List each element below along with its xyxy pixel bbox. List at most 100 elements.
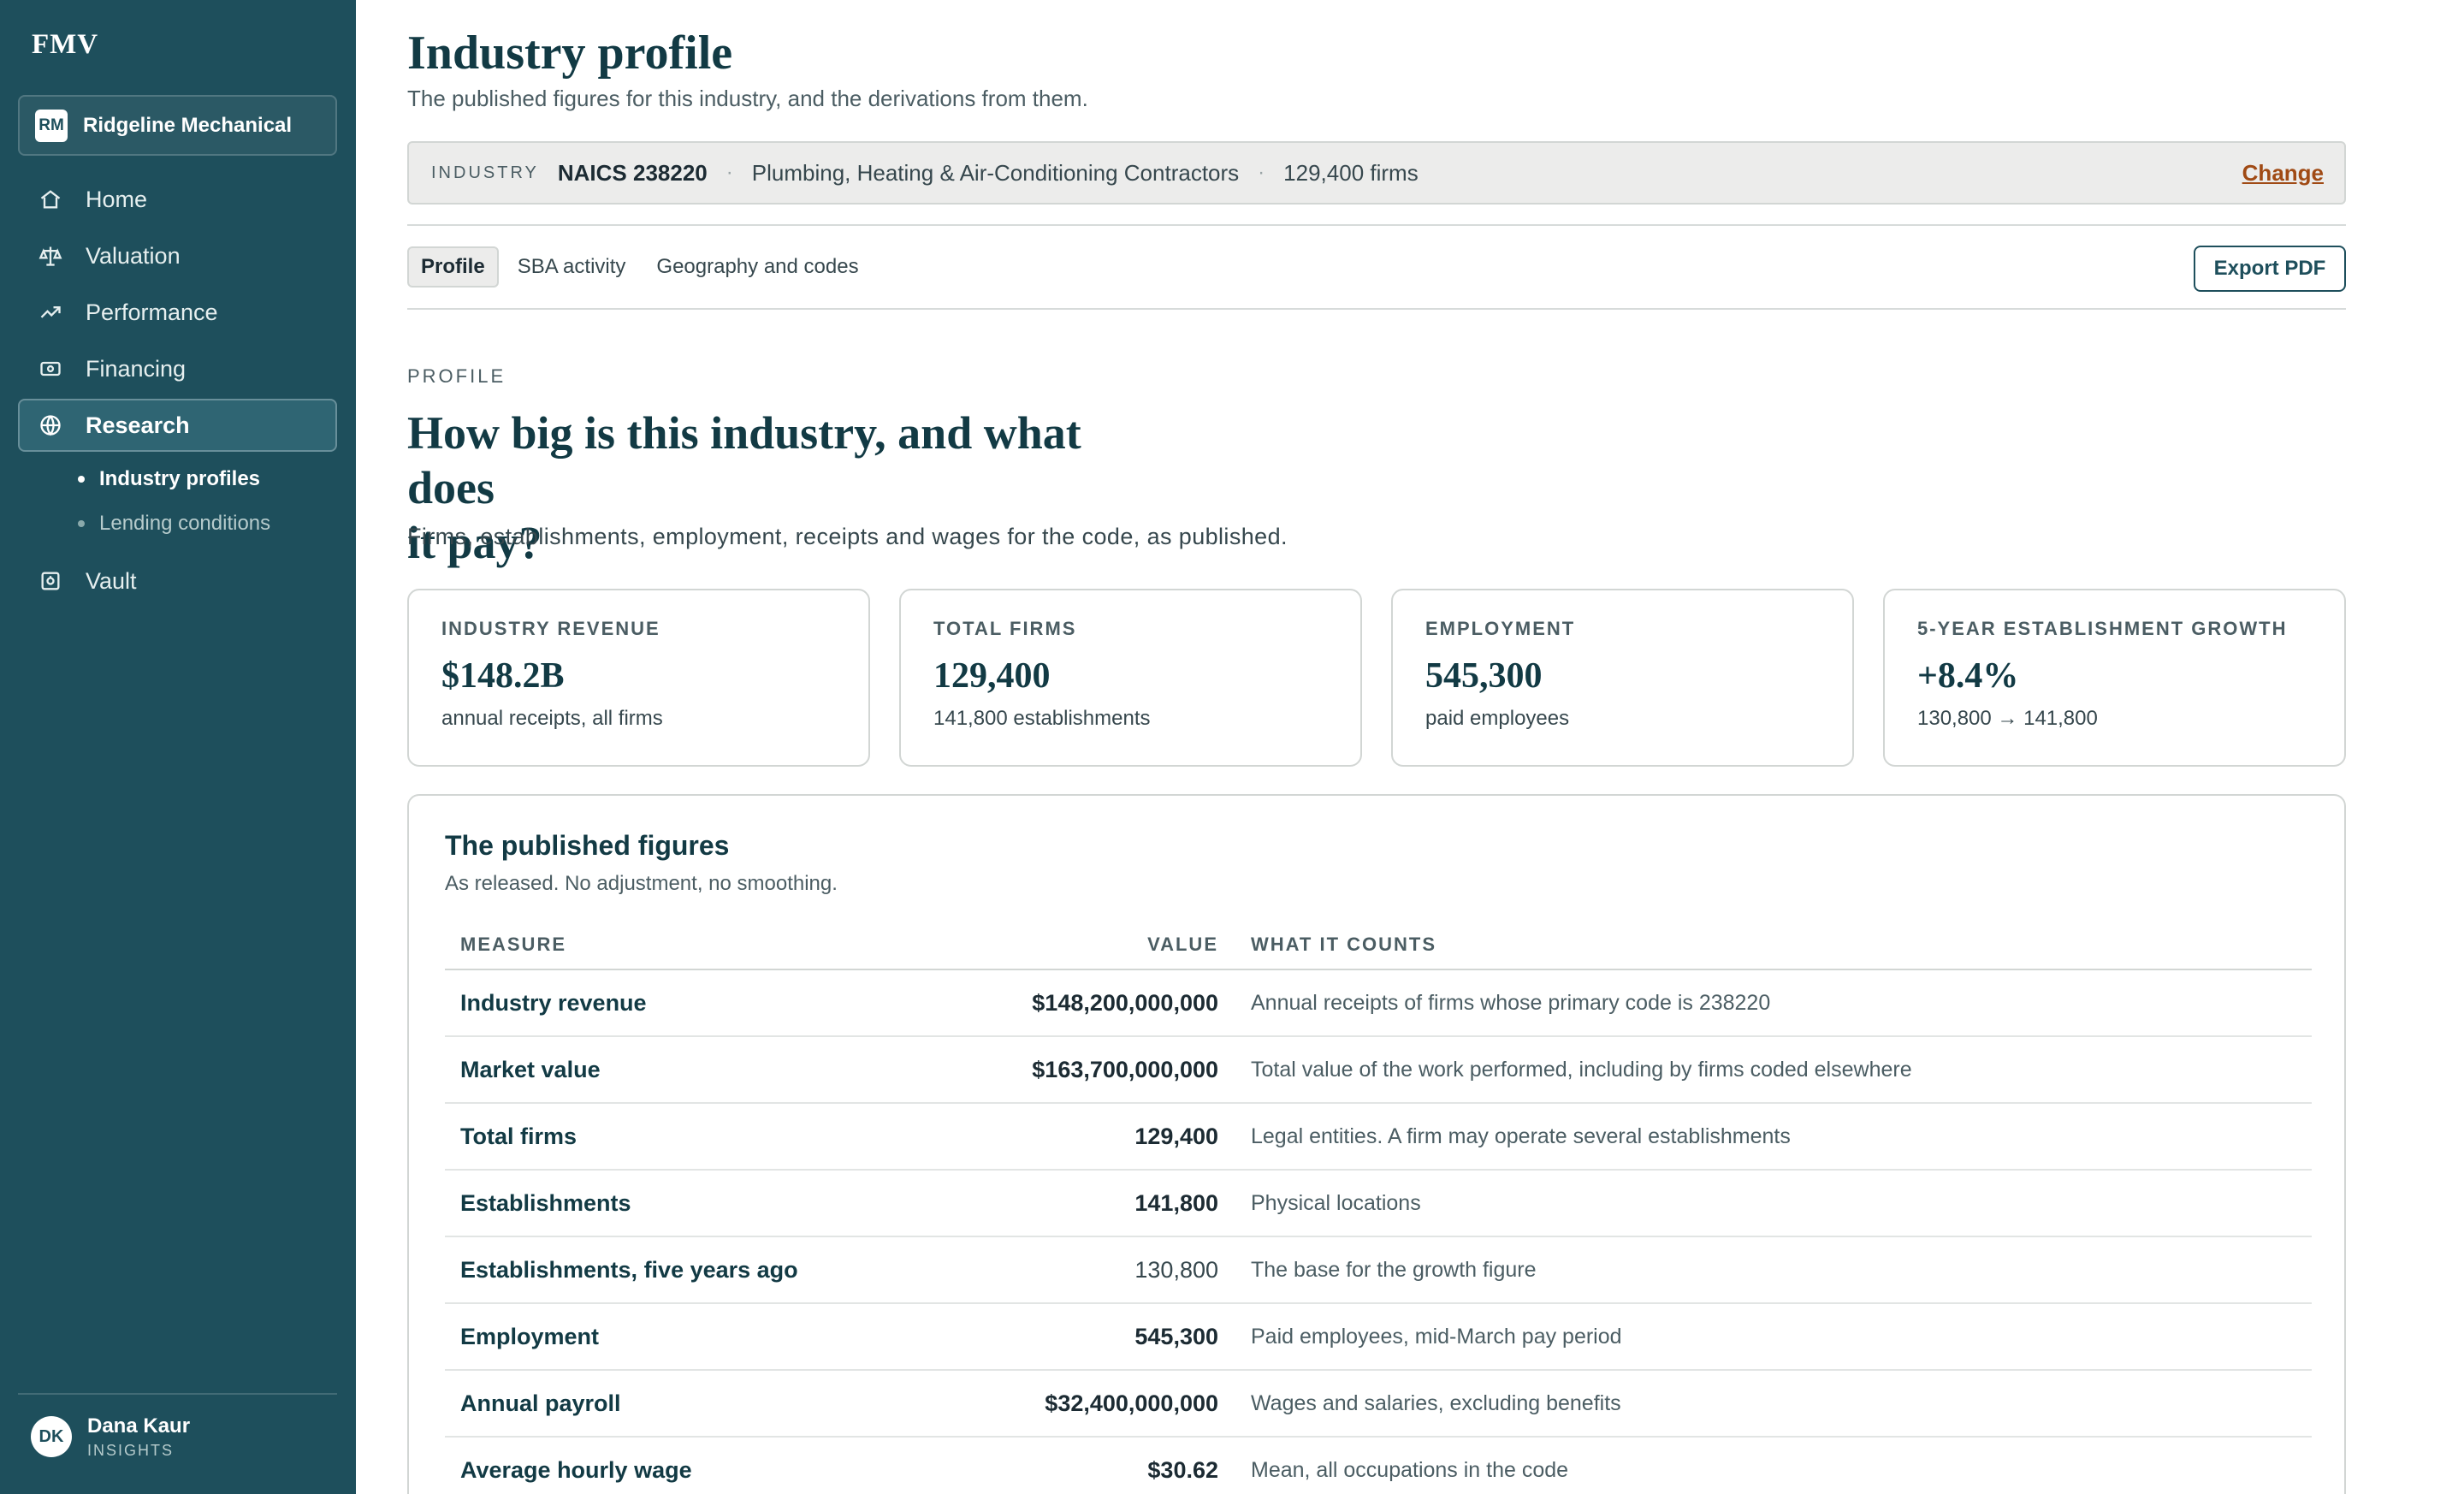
table-header-row: MEASURE VALUE WHAT IT COUNTS [445,920,2312,970]
headline-line: How big is this industry, and what does [407,407,1081,513]
table-row: Total firms 129,400 Legal entities. A fi… [445,1103,2312,1171]
nav-label: Home [86,186,148,212]
brand-logo[interactable]: FMV [32,29,99,60]
nav-label: Vault [86,567,137,594]
cell-measure: Total firms [445,1103,992,1171]
cell-value: $30.62 [992,1437,1249,1494]
column-header-measure: MEASURE [445,920,992,970]
figures-table: MEASURE VALUE WHAT IT COUNTS Industry re… [445,920,2312,1494]
separator: · [726,161,733,184]
cell-counts: Mean, all occupations in the code [1249,1437,2312,1494]
cell-value: $163,700,000,000 [992,1036,1249,1104]
change-industry-link[interactable]: Change [2242,159,2324,186]
cell-measure: Establishments [445,1170,992,1237]
kpi-note: 130,800 → 141,800 [1917,707,2098,730]
bullet-icon [78,476,85,483]
sidebar: FMV RM Ridgeline Mechanical Home Valuati… [0,0,356,1494]
nav-item-vault[interactable]: Vault [18,554,337,608]
divider [407,224,2346,226]
cell-value: 545,300 [992,1303,1249,1371]
kpi-value: $148.2B [441,656,565,696]
page-subtitle: The published figures for this industry,… [407,86,1088,111]
tab-sba-activity[interactable]: SBA activity [517,255,626,278]
user-role: INSIGHTS [87,1441,175,1459]
kpi-value: 545,300 [1425,656,1543,696]
user-name: Dana Kaur [87,1414,191,1438]
cell-counts: Annual receipts of firms whose primary c… [1249,969,2312,1037]
nav-item-research[interactable]: Research [18,399,337,452]
org-switcher[interactable]: RM Ridgeline Mechanical [18,95,337,156]
banknote-icon [40,361,61,376]
headline-line: it pay? [407,517,542,568]
kpi-note: annual receipts, all firms [441,707,663,730]
nav-label: Research [86,412,190,438]
cell-counts: Physical locations [1249,1170,2312,1237]
cell-measure: Annual payroll [445,1370,992,1438]
org-name: Ridgeline Mechanical [83,113,293,137]
table-row: Industry revenue $148,200,000,000 Annual… [445,969,2312,1037]
user-info: Dana Kaur INSIGHTS [87,1414,190,1460]
subnav-label: Industry profiles [99,467,261,490]
avatar: DK [31,1416,72,1457]
kpi-card-total-firms: TOTAL FIRMS 129,400 141,800 establishmen… [899,589,1362,767]
kpi-value: +8.4% [1917,656,2019,696]
nav-item-valuation[interactable]: Valuation [18,229,337,282]
kpi-label: TOTAL FIRMS [933,618,1077,639]
cell-measure: Employment [445,1303,992,1371]
cell-counts: Paid employees, mid-March pay period [1249,1303,2312,1371]
table-row: Market value $163,700,000,000 Total valu… [445,1036,2312,1104]
org-avatar: RM [35,109,68,142]
nav-item-financing[interactable]: Financing [18,342,337,395]
export-pdf-button[interactable]: Export PDF [2194,246,2346,292]
cell-counts: Legal entities. A firm may operate sever… [1249,1103,2312,1171]
kpi-row: INDUSTRY REVENUE $148.2B annual receipts… [407,589,2346,767]
kpi-card-establishment-growth: 5-YEAR ESTABLISHMENT GROWTH +8.4% 130,80… [1883,589,2346,767]
page-title: Industry profile [407,27,733,80]
cell-measure: Market value [445,1036,992,1104]
user-profile[interactable]: DK Dana Kaur INSIGHTS [18,1393,337,1494]
column-header-value: VALUE [992,920,1249,970]
trend-icon [40,306,61,318]
nav-item-home[interactable]: Home [18,173,337,226]
tab-bar: Profile SBA activity Geography and codes [407,246,890,288]
nav-item-performance[interactable]: Performance [18,286,337,339]
nav-label: Performance [86,299,218,325]
industry-code: NAICS 238220 [557,159,708,186]
nav-label: Valuation [86,242,181,269]
card-subtitle: As released. No adjustment, no smoothing… [445,872,838,895]
separator: · [1258,161,1265,184]
kpi-note: paid employees [1425,707,1570,730]
table-row: Average hourly wage $30.62 Mean, all occ… [445,1437,2312,1494]
kpi-label: INDUSTRY REVENUE [441,618,660,639]
industry-label: INDUSTRY [431,163,539,182]
main-nav: Home Valuation Performance Financing Res… [18,173,337,611]
nav-label: Financing [86,355,187,382]
column-header-counts: WHAT IT COUNTS [1249,920,2312,970]
bullet-icon [78,520,85,527]
table-row: Establishments 141,800 Physical location… [445,1170,2312,1237]
cell-value: 130,800 [992,1236,1249,1304]
tab-geography-and-codes[interactable]: Geography and codes [656,255,859,278]
vault-icon [41,572,60,590]
subnav-item-lending-conditions[interactable]: Lending conditions [78,501,337,546]
cell-value: 141,800 [992,1170,1249,1237]
cell-value: $148,200,000,000 [992,969,1249,1037]
table-row: Employment 545,300 Paid employees, mid-M… [445,1303,2312,1371]
kpi-card-employment: EMPLOYMENT 545,300 paid employees [1391,589,1854,767]
cell-measure: Industry revenue [445,969,992,1037]
published-figures-card: The published figures As released. No ad… [407,794,2346,1494]
subnav-label: Lending conditions [99,512,271,535]
cell-measure: Average hourly wage [445,1437,992,1494]
kpi-label: EMPLOYMENT [1425,618,1576,639]
kpi-label: 5-YEAR ESTABLISHMENT GROWTH [1917,618,2288,639]
research-subnav: Industry profiles Lending conditions [78,457,337,546]
cell-counts: Total value of the work performed, inclu… [1249,1036,2312,1104]
cell-value: 129,400 [992,1103,1249,1171]
table-row: Annual payroll $32,400,000,000 Wages and… [445,1370,2312,1438]
industry-bar: INDUSTRY NAICS 238220 · Plumbing, Heatin… [407,141,2346,205]
cell-value: $32,400,000,000 [992,1370,1249,1438]
kpi-note: 141,800 establishments [933,707,1151,730]
subnav-item-industry-profiles[interactable]: Industry profiles [78,457,337,501]
section-headline: How big is this industry, and what does … [407,406,1177,570]
tab-profile[interactable]: Profile [407,246,499,288]
